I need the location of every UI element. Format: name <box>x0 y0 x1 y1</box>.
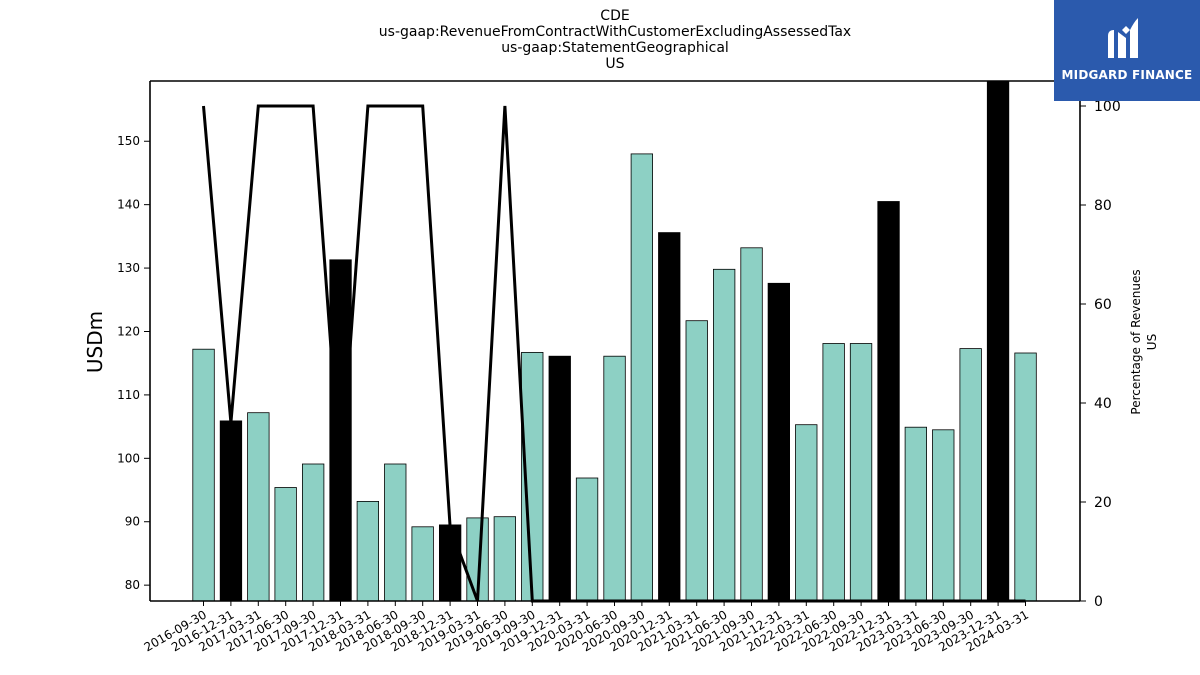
chart-title: CDE us-gaap:RevenueFromContractWithCusto… <box>379 8 851 72</box>
bar-2024-03-31 <box>1014 352 1037 602</box>
bar-2017-06-30 <box>274 487 297 602</box>
y-axis-right-label-1: Percentage of Revenues <box>1129 269 1143 414</box>
bar-2016-12-31 <box>219 420 243 602</box>
y-right-tick-label: 20 <box>1094 495 1112 511</box>
bar-2023-12-31 <box>986 80 1010 602</box>
x-axis: 2016-09-302016-12-312017-03-312017-06-30… <box>142 601 1031 654</box>
bar-2022-06-30 <box>822 343 845 602</box>
y-tick-label: 100 <box>117 451 140 465</box>
y-right-tick-label: 0 <box>1094 594 1103 610</box>
y-right-tick-label: 100 <box>1094 99 1121 115</box>
y-axis-right-label-2: US <box>1145 334 1159 350</box>
bar-2018-09-30 <box>411 526 434 602</box>
bar-2022-09-30 <box>849 343 873 602</box>
y-tick-label: 150 <box>117 134 140 148</box>
y-tick-label: 80 <box>125 578 140 592</box>
y-axis-label: USDm <box>83 311 107 373</box>
bar-2018-03-31 <box>356 500 380 602</box>
bar-2022-03-31 <box>795 424 818 602</box>
logo-text: MIDGARD FINANCE <box>1061 68 1193 82</box>
bar-2019-06-30 <box>493 516 517 602</box>
y-axis-right: 0 20 40 60 80 100 <box>1080 99 1121 610</box>
y-tick-label: 120 <box>117 324 140 338</box>
y-tick-label: 140 <box>117 198 140 212</box>
midgard-logo-icon <box>1108 18 1138 58</box>
bar-2020-06-30 <box>603 355 626 602</box>
bar-2017-09-30 <box>301 463 325 602</box>
title-line-2: us-gaap:RevenueFromContractWithCustomerE… <box>379 24 851 40</box>
bar-2021-06-30 <box>713 268 736 602</box>
y-right-tick-label: 60 <box>1094 297 1112 313</box>
y-axis-left: 80 90 100 110 120 130 140 150 <box>117 134 150 592</box>
brand-logo: MIDGARD FINANCE <box>1054 0 1200 101</box>
bar-2020-12-31 <box>658 232 681 602</box>
bar-2023-06-30 <box>932 429 955 602</box>
bar-2018-12-31 <box>438 524 462 602</box>
bar-series <box>192 80 1037 602</box>
y-right-tick-label: 40 <box>1094 396 1112 412</box>
y-tick-label: 110 <box>117 388 140 402</box>
bar-2021-09-30 <box>740 247 763 602</box>
title-line-4: US <box>605 56 624 72</box>
bar-2019-12-31 <box>548 355 571 602</box>
bar-2022-12-31 <box>877 201 900 602</box>
bar-2017-12-31 <box>329 259 352 602</box>
bar-2020-09-30 <box>630 153 653 602</box>
title-line-3: us-gaap:StatementGeographical <box>501 40 729 56</box>
bar-2023-09-30 <box>959 348 982 602</box>
y-tick-label: 90 <box>125 515 140 529</box>
y-tick-label: 130 <box>117 261 140 275</box>
bar-2021-03-31 <box>685 320 708 602</box>
y-right-tick-label: 80 <box>1094 198 1112 214</box>
bar-2023-03-31 <box>904 426 927 602</box>
bar-2021-12-31 <box>767 282 790 602</box>
bar-2018-06-30 <box>384 463 407 602</box>
title-line-1: CDE <box>600 8 629 24</box>
bar-2016-09-30 <box>192 348 215 602</box>
bar-2017-03-31 <box>247 412 270 602</box>
bar-2020-03-31 <box>575 477 599 602</box>
